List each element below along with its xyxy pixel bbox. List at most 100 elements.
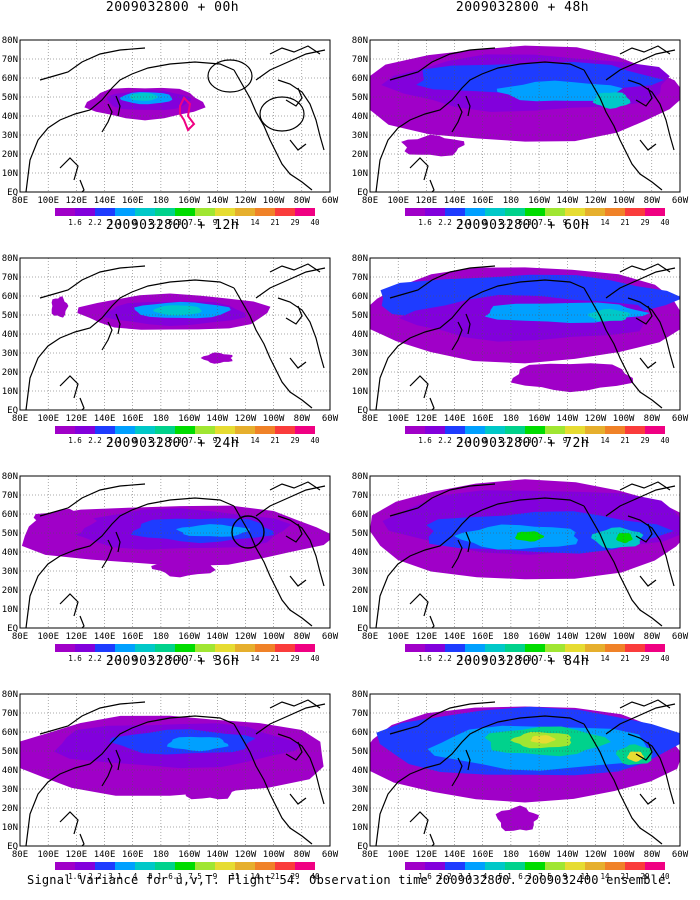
colorbar-swatch [275,426,295,434]
colorbar-swatch [155,208,175,216]
longitude-label: 80E [12,414,28,424]
latitude-label: 70N [2,491,18,501]
colorbar-swatch [645,426,665,434]
colorbar-swatch [465,644,485,652]
latitude-label: 40N [352,112,368,122]
latitude-label: 80N [2,690,18,700]
colorbar-label: 6.3 [518,872,532,881]
colorbar-label: 6.3 [168,436,182,445]
longitude-label: 80W [644,414,661,424]
colorbar-swatch [215,208,235,216]
colorbar-swatch [545,208,565,216]
colorbar-swatch [235,426,255,434]
longitude-label: 140E [444,850,466,860]
colorbar-swatch [75,426,95,434]
colorbar-swatch [135,644,155,652]
longitude-label: 160W [178,414,200,424]
variance-contour [51,296,69,318]
colorbar-label: 4 [483,218,488,227]
colorbar-swatch [55,426,75,434]
colorbar-label: 4 [483,654,488,663]
colorbar-label: 14 [250,436,260,445]
colorbar-label: 2.2 [438,218,452,227]
latitude-label: 80N [352,472,368,482]
colorbar-swatch [55,644,75,652]
colorbar-label: 21 [270,654,279,663]
longitude-label: 120W [235,414,257,424]
colorbar-swatch [525,644,545,652]
colorbar-label: 2.2 [88,436,102,445]
colorbar-swatch [625,644,645,652]
colorbar-swatch [505,426,525,434]
colorbar-label: 9 [563,218,568,227]
latitude-label: 80N [2,36,18,46]
colorbar-label: 3.1 [458,654,472,663]
colorbar-label: 3.1 [458,218,472,227]
latitude-label: 80N [2,472,18,482]
longitude-label: 180 [153,414,169,424]
variance-contour [166,736,229,752]
variance-contour [200,352,233,364]
longitude-label: 80E [12,632,28,642]
longitude-label: 140W [206,632,228,642]
colorbar-label: 4 [483,436,488,445]
colorbar-label: 7.5 [188,872,202,881]
colorbar-label: 40 [310,218,320,227]
longitude-label: 80W [644,632,661,642]
variance-contour [151,556,216,578]
colorbar-label: 7.5 [188,436,202,445]
colorbar-swatch [605,208,625,216]
colorbar-label: 5.1 [498,218,512,227]
latitude-label: 20N [352,150,368,160]
colorbar-label: 2.2 [438,654,452,663]
colorbar-swatch [135,426,155,434]
colorbar-swatch [215,862,235,870]
colorbar-swatch [115,862,135,870]
map-panel: 2009032800 + 12h 80N 70N 60N 50N 40N 30N 20N 10N… [0,218,345,445]
colorbar-label: 21 [620,218,629,227]
longitude-label: 60W [322,632,339,642]
longitude-label: 100W [263,414,285,424]
longitude-label: 140E [94,850,116,860]
latitude-label: 30N [2,349,18,359]
latitude-label: 20N [2,368,18,378]
colorbar-label: 9 [213,654,218,663]
longitude-label: 180 [153,632,169,642]
longitude-label: 140W [556,196,578,206]
colorbar-swatch [525,862,545,870]
longitude-label: 100E [387,414,409,424]
colorbar-swatch [445,208,465,216]
latitude-label: 70N [352,55,368,65]
colorbar-label: 29 [290,654,299,663]
latitude-label: 60N [2,74,18,84]
colorbar-swatch [175,208,195,216]
longitude-label: 140W [556,632,578,642]
panel-title: 2009032800 + 24h [105,436,240,451]
colorbar-swatch [425,862,445,870]
variance-contour [592,92,631,109]
longitude-label: 80E [362,414,378,424]
colorbar-label: 11 [580,654,589,663]
colorbar-label: 21 [620,872,629,881]
latitude-label: EQ [7,188,18,198]
colorbar-label: 21 [620,436,629,445]
variance-contour [495,805,539,832]
map-panel: 2009032800 + 72h 80N 70N 60N 50N 40N 30N 20N 10N… [350,436,695,663]
colorbar-label: 1.6 [68,218,82,227]
colorbar-label: 21 [270,218,279,227]
colorbar-label: 29 [640,872,649,881]
latitude-label: 10N [2,823,18,833]
panel-title: 2009032800 + 84h [455,654,590,669]
longitude-label: 80W [294,632,311,642]
latitude-label: 10N [2,169,18,179]
longitude-label: 100E [387,632,409,642]
latitude-label: EQ [7,624,18,634]
latitude-label: 20N [352,804,368,814]
colorbar-swatch [525,426,545,434]
colorbar-label: 7.5 [538,654,552,663]
latitude-label: 20N [352,586,368,596]
colorbar-swatch [235,644,255,652]
longitude-label: 120W [585,196,607,206]
